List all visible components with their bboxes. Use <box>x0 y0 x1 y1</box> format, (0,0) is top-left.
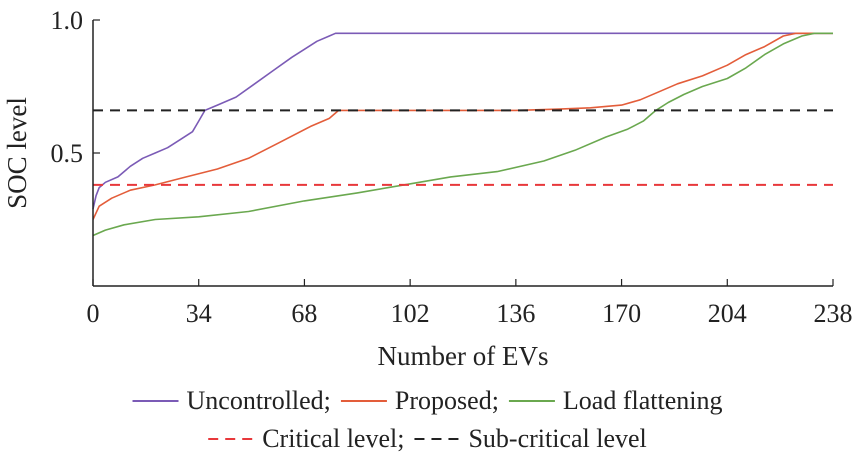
legend-entry: Sub-critical level <box>468 424 646 453</box>
x-tick-label: 170 <box>602 299 641 328</box>
y-tick-label: 1.0 <box>51 6 84 35</box>
x-tick-label: 68 <box>291 299 317 328</box>
axes-layer: 0 34 68 102 136 170 204 238 0.5 1.0 Number of EVs S… <box>2 6 853 371</box>
x-tick-label: 238 <box>814 299 853 328</box>
legend-entry: Critical level; <box>262 424 404 453</box>
x-tick-label: 136 <box>496 299 535 328</box>
series-line-2 <box>92 32 833 237</box>
legend-entry: Load flattening <box>563 386 723 415</box>
series-line-1 <box>92 32 833 220</box>
legend: Uncontrolled; Proposed; Load flattening Cri… <box>132 386 723 453</box>
y-tick-label: 0.5 <box>51 139 84 168</box>
x-tick-label: 102 <box>391 299 430 328</box>
series-layer <box>92 32 833 237</box>
x-tick-label: 0 <box>87 299 100 328</box>
legend-entry: Uncontrolled; <box>187 386 331 415</box>
series-line-0 <box>92 32 833 210</box>
x-tick-label: 34 <box>186 299 212 328</box>
legend-entry: Proposed; <box>395 386 499 415</box>
x-tick-label: 204 <box>708 299 747 328</box>
x-axis-label: Number of EVs <box>378 341 549 371</box>
y-axis-label: SOC level <box>2 97 32 209</box>
